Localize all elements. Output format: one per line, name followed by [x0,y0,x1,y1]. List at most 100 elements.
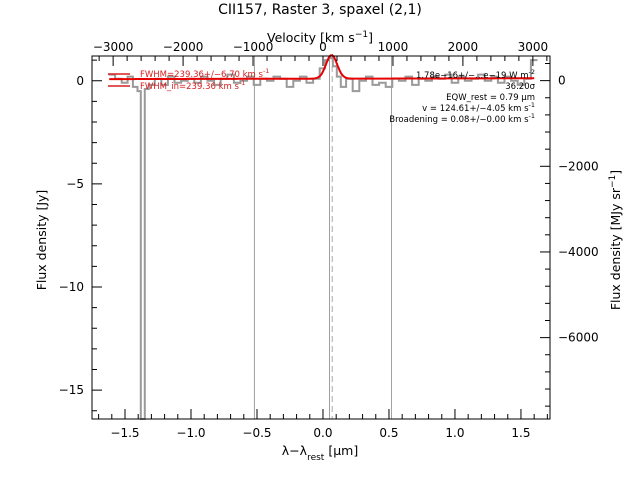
observed-spectrum-point [129,75,132,78]
observed-spectrum-point [467,79,470,82]
series-layer [108,54,538,420]
right-axis-label: Flux density [MJy sr−1] [608,170,623,310]
observed-spectrum-point [427,79,430,82]
observed-spectrum-point [533,59,536,62]
measurement-annotation: Broadening = 0.08+/−0.00 km s-1 [389,112,535,125]
x-axis-label: λ−λrest [μm] [282,443,358,463]
observed-spectrum-point [170,75,173,78]
measurement-annotation: 36.20σ [505,82,535,92]
observed-spectrum-point [236,81,239,84]
observed-spectrum-point [414,83,417,86]
x-tick-label: 0.5 [379,426,398,440]
observed-spectrum-point [506,75,509,78]
observed-spectrum-point [216,83,219,86]
annotation-sup: -2 [529,68,535,76]
x-tick-label: 1.0 [445,426,464,440]
observed-spectrum-point [480,73,483,76]
annotations: FWHM=239.36+/−6.70 km s-1FWHM_in=239.36 … [108,67,536,125]
observed-spectrum-point [460,75,463,78]
right-tick-label: −2000 [558,159,599,173]
chart-title: CII157, Raster 3, spaxel (2,1) [218,2,422,18]
annotation-text: EQW_rest = 0.79 μm [446,93,535,103]
y-tick-label: −15 [59,383,84,397]
observed-spectrum-point [308,81,311,84]
gaussian-fit-line [109,54,535,81]
label-script: rest [307,453,325,463]
top-axis-label: Velocity [km s−1] [267,30,373,45]
observed-spectrum-point [145,88,148,90]
reference-lines [253,56,393,419]
observed-spectrum-point [341,86,344,88]
top-tick-label: 2000 [448,40,479,54]
observed-spectrum-point [289,86,291,88]
top-tick-label: −2000 [163,40,204,54]
observed-spectrum-point [500,81,503,84]
top-tick-label: −1000 [233,40,274,54]
observed-spectrum-point [196,81,199,84]
observed-spectrum-point [203,75,206,78]
annotation-sup: -1 [529,101,535,109]
annotation-text: 36.20σ [505,82,535,92]
annotation-text: FWHM=239.36+/−6.70 km s [140,70,264,80]
y-tick-label: −10 [59,280,84,294]
observed-spectrum-point [242,79,245,82]
observed-spectrum-point [374,83,377,86]
observed-spectrum-point [295,79,298,82]
right-tick-label: −6000 [558,331,599,345]
observed-spectrum-point [337,75,340,78]
observed-spectrum-point [388,86,390,88]
fit-annotation: FWHM_in=239.36 km s-1 [140,79,245,92]
observed-spectrum-point [520,83,522,86]
annotation-text: Broadening = 0.08+/−0.00 km s [389,115,529,125]
annotation-sup: -1 [263,67,269,75]
y-tick-label: 0 [76,74,84,88]
right-tick-label: −4000 [558,245,599,259]
observed-spectrum-point [150,83,153,86]
label-script: −1 [355,30,368,40]
observed-spectrum-point [434,75,437,78]
observed-spectrum-point [124,81,126,84]
x-tick-label: 1.5 [511,426,530,440]
observed-spectrum-point [493,75,496,78]
top-tick-label: 3000 [518,40,549,54]
annotation-text: FWHM_in=239.36 km s [140,82,239,92]
observed-spectrum-point [275,75,278,78]
x-tick-label: −1.0 [176,426,205,440]
annotation-text: 1.78e−16+/−...e−19 W m [416,71,529,81]
observed-spectrum-point [138,90,141,92]
top-tick-label: 0 [319,40,327,54]
observed-spectrum-point [176,81,179,84]
x-tick-label: 0.0 [313,426,332,440]
top-tick-label: −3000 [93,40,134,54]
observed-spectrum-line [108,57,538,420]
observed-spectrum-point [256,83,258,86]
observed-spectrum-point [229,73,232,76]
annotation-sup: -1 [239,79,245,87]
right-tick-label: 0 [558,74,566,88]
y-axis-label: Flux density [Jy] [34,190,49,291]
observed-spectrum-point [249,75,252,78]
observed-spectrum-point [381,81,384,84]
x-tick-label: −0.5 [242,426,271,440]
measurement-annotation: EQW_rest = 0.79 μm [446,93,535,103]
observed-spectrum-point [269,79,272,82]
observed-spectrum-point [355,90,357,92]
observed-spectrum-point [134,86,137,88]
measurement-annotation: v = 124.61+/−4.05 km s-1 [422,101,535,114]
observed-spectrum-point [454,81,456,84]
observed-spectrum-point [163,83,166,86]
top-tick-label: 1000 [378,40,409,54]
plot-frame [91,55,551,420]
fit-annotation: FWHM=239.36+/−6.70 km s-1 [140,67,269,80]
axis-ticks: −1.5 −1.0 −0.5 0.0 0.5 1.0 1.5−3000 −2000 −1000 0… [59,40,599,440]
observed-spectrum-point [447,73,450,76]
annotation-text: v = 124.61+/−4.05 km s [422,104,529,114]
observed-spectrum-point [183,79,186,82]
observed-spectrum-point [368,75,371,78]
y-tick-label: −5 [66,177,84,191]
observed-spectrum-point [333,65,336,68]
observed-spectrum-point [361,79,364,82]
observed-spectrum-point [302,75,305,78]
x-tick-label: −1.5 [110,426,139,440]
